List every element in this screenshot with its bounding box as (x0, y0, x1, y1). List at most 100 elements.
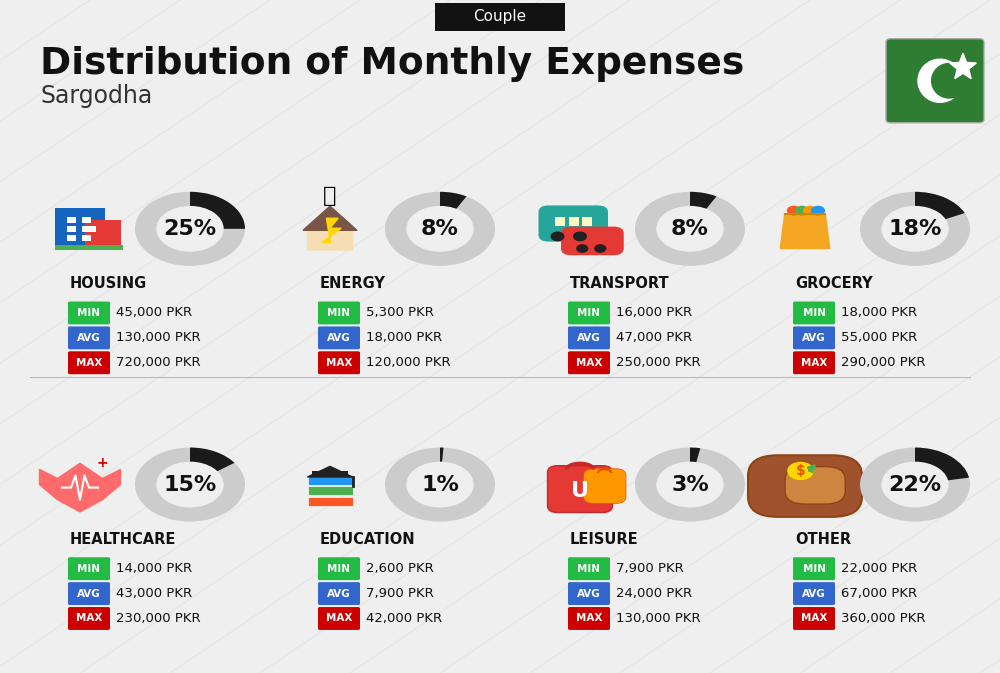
FancyBboxPatch shape (793, 302, 835, 324)
Text: $: $ (796, 464, 805, 478)
Text: 1%: 1% (421, 474, 459, 495)
FancyBboxPatch shape (886, 38, 984, 122)
FancyBboxPatch shape (68, 326, 110, 349)
FancyBboxPatch shape (793, 582, 835, 605)
Text: EDUCATION: EDUCATION (320, 532, 416, 546)
Text: 55,000 PKR: 55,000 PKR (841, 331, 917, 345)
Circle shape (882, 462, 948, 507)
FancyBboxPatch shape (308, 475, 352, 485)
Circle shape (551, 232, 564, 241)
FancyBboxPatch shape (82, 235, 91, 241)
Text: AVG: AVG (577, 333, 601, 343)
Polygon shape (950, 53, 976, 79)
Text: 720,000 PKR: 720,000 PKR (116, 356, 201, 369)
Text: AVG: AVG (77, 333, 101, 343)
FancyBboxPatch shape (568, 326, 610, 349)
FancyBboxPatch shape (318, 557, 360, 580)
Text: OTHER: OTHER (795, 532, 851, 546)
Ellipse shape (918, 59, 962, 102)
Text: 130,000 PKR: 130,000 PKR (616, 612, 701, 625)
Text: 22,000 PKR: 22,000 PKR (841, 562, 917, 575)
Text: 7,900 PKR: 7,900 PKR (366, 587, 434, 600)
Text: MIN: MIN (328, 564, 351, 573)
Text: 120,000 PKR: 120,000 PKR (366, 356, 451, 369)
Text: MAX: MAX (576, 614, 602, 623)
Text: 5,300 PKR: 5,300 PKR (366, 306, 434, 320)
FancyBboxPatch shape (568, 351, 610, 374)
FancyBboxPatch shape (318, 582, 360, 605)
FancyBboxPatch shape (582, 217, 592, 226)
Circle shape (882, 207, 948, 251)
Polygon shape (322, 218, 341, 242)
Text: AVG: AVG (77, 589, 101, 598)
Wedge shape (135, 192, 245, 266)
Text: MAX: MAX (76, 358, 102, 367)
Text: 18%: 18% (888, 219, 942, 239)
FancyBboxPatch shape (66, 235, 76, 241)
Wedge shape (190, 448, 234, 472)
FancyBboxPatch shape (583, 469, 626, 503)
Text: MIN: MIN (328, 308, 351, 318)
Polygon shape (303, 206, 357, 230)
Text: 18,000 PKR: 18,000 PKR (366, 331, 442, 345)
Text: GROCERY: GROCERY (795, 276, 873, 291)
Circle shape (812, 207, 824, 215)
Text: 🔌: 🔌 (323, 186, 337, 205)
Text: Couple: Couple (473, 9, 527, 24)
FancyBboxPatch shape (68, 557, 110, 580)
Text: 8%: 8% (421, 219, 459, 239)
FancyBboxPatch shape (793, 351, 835, 374)
Wedge shape (385, 448, 495, 522)
Wedge shape (860, 192, 970, 266)
Text: 18,000 PKR: 18,000 PKR (841, 306, 917, 320)
Text: +: + (97, 456, 108, 470)
Text: 14,000 PKR: 14,000 PKR (116, 562, 192, 575)
FancyBboxPatch shape (568, 582, 610, 605)
Circle shape (574, 232, 586, 241)
FancyBboxPatch shape (793, 326, 835, 349)
Text: LEISURE: LEISURE (570, 532, 639, 546)
FancyBboxPatch shape (55, 246, 123, 250)
Text: 43,000 PKR: 43,000 PKR (116, 587, 192, 600)
FancyBboxPatch shape (318, 326, 360, 349)
Circle shape (787, 207, 800, 215)
Wedge shape (135, 448, 245, 522)
Text: AVG: AVG (577, 589, 601, 598)
FancyBboxPatch shape (748, 455, 862, 517)
FancyBboxPatch shape (82, 226, 91, 232)
Text: Sargodha: Sargodha (40, 83, 152, 108)
Text: AVG: AVG (802, 333, 826, 343)
Text: MAX: MAX (326, 358, 352, 367)
FancyBboxPatch shape (68, 302, 110, 324)
Circle shape (407, 207, 473, 251)
Circle shape (788, 462, 813, 479)
Text: 24,000 PKR: 24,000 PKR (616, 587, 692, 600)
Text: 47,000 PKR: 47,000 PKR (616, 331, 692, 345)
Text: AVG: AVG (327, 589, 351, 598)
FancyBboxPatch shape (66, 226, 76, 232)
FancyBboxPatch shape (318, 302, 360, 324)
FancyBboxPatch shape (312, 471, 348, 477)
FancyBboxPatch shape (308, 497, 352, 506)
FancyBboxPatch shape (82, 217, 91, 223)
Wedge shape (690, 192, 716, 209)
Wedge shape (860, 448, 970, 522)
FancyBboxPatch shape (568, 302, 610, 324)
Text: 15%: 15% (163, 474, 217, 495)
Text: 25%: 25% (163, 219, 217, 239)
Text: MAX: MAX (801, 614, 827, 623)
Circle shape (796, 207, 808, 215)
Text: U: U (571, 481, 589, 501)
FancyBboxPatch shape (68, 351, 110, 374)
FancyBboxPatch shape (538, 205, 608, 242)
Text: MAX: MAX (801, 358, 827, 367)
Text: MAX: MAX (576, 358, 602, 367)
FancyBboxPatch shape (87, 226, 96, 232)
Wedge shape (915, 192, 965, 219)
Circle shape (407, 462, 473, 507)
FancyBboxPatch shape (435, 3, 565, 31)
FancyBboxPatch shape (318, 351, 360, 374)
FancyBboxPatch shape (555, 217, 565, 226)
Circle shape (657, 207, 723, 251)
FancyBboxPatch shape (548, 466, 612, 513)
